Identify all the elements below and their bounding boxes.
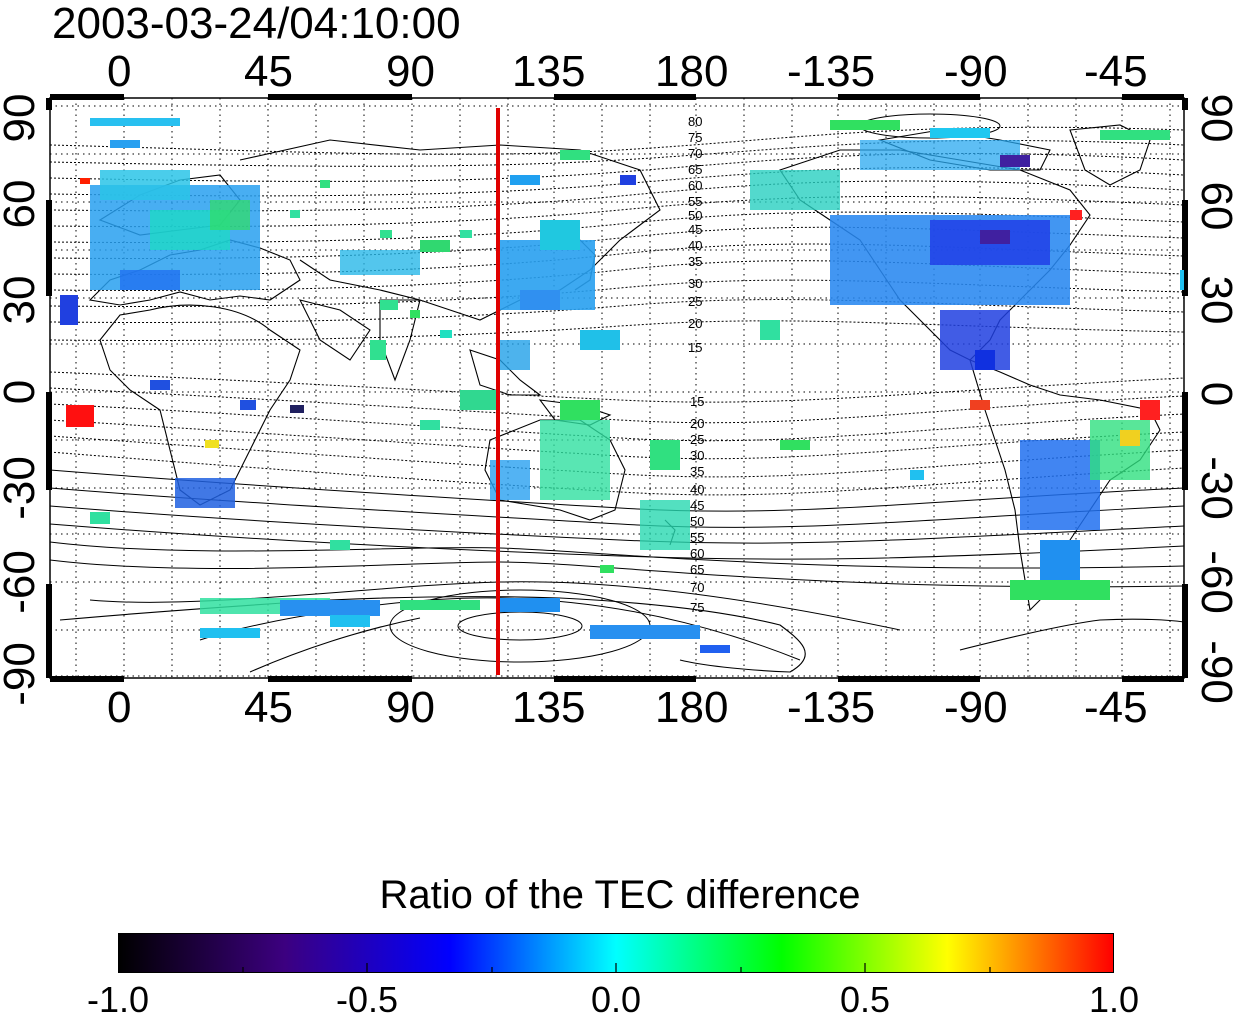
svg-text:30: 30 [690, 448, 704, 463]
timestamp: 2003-03-24/04:10:00 [52, 0, 461, 48]
bottom-x-tick: 45 [244, 683, 293, 732]
top-x-tick: 90 [386, 47, 435, 96]
top-x-tick: -135 [787, 47, 876, 96]
svg-text:65: 65 [688, 162, 702, 177]
svg-text:40: 40 [688, 238, 702, 253]
colorbar-tick: 0.5 [839, 979, 891, 1020]
top-x-tick: 135 [512, 47, 586, 96]
svg-text:55: 55 [690, 530, 704, 545]
bottom-x-tick: -45 [1084, 683, 1148, 732]
top-x-tick: -45 [1084, 47, 1148, 96]
bottom-x-tick: 180 [655, 683, 729, 732]
svg-text:30: 30 [688, 276, 702, 291]
svg-text:55: 55 [688, 194, 702, 209]
colorbar-tick: 1.0 [1088, 979, 1140, 1020]
svg-text:25: 25 [688, 294, 702, 309]
svg-text:20: 20 [690, 416, 704, 431]
bottom-x-tick: 135 [512, 683, 586, 732]
tec-data-cells [60, 118, 1184, 653]
south-contour-labels: 15 20 25 30 35 40 45 50 55 60 65 70 75 [690, 394, 704, 615]
svg-text:70: 70 [688, 146, 702, 161]
svg-text:60: 60 [688, 178, 702, 193]
colorbar-tick-marks [118, 963, 1114, 973]
bottom-x-tick: 0 [107, 683, 132, 732]
svg-text:70: 70 [690, 580, 704, 595]
colorbar-title: Ratio of the TEC difference [379, 873, 861, 917]
north-contour-labels: 80 75 70 65 60 55 50 45 40 35 30 25 20 1… [688, 114, 702, 355]
svg-text:50: 50 [688, 208, 702, 223]
svg-text:45: 45 [688, 222, 702, 237]
colorbar-tick: -1.0 [86, 979, 150, 1020]
colorbar-tick: -0.5 [335, 979, 399, 1020]
colorbar-tick: 0.0 [590, 979, 642, 1020]
top-x-tick: 180 [655, 47, 729, 96]
tec-map: 80 75 70 65 60 55 50 45 40 35 30 25 20 1… [46, 94, 1188, 682]
south-contours [50, 113, 1184, 663]
svg-text:50: 50 [690, 514, 704, 529]
top-x-tick: -90 [944, 47, 1008, 96]
svg-text:75: 75 [690, 600, 704, 615]
svg-text:40: 40 [690, 482, 704, 497]
svg-text:75: 75 [688, 130, 702, 145]
svg-text:25: 25 [690, 432, 704, 447]
svg-text:35: 35 [688, 254, 702, 269]
svg-text:15: 15 [688, 340, 702, 355]
bottom-x-tick: -90 [944, 683, 1008, 732]
svg-text:20: 20 [688, 316, 702, 331]
top-x-tick: 0 [107, 47, 132, 96]
svg-text:45: 45 [690, 498, 704, 513]
svg-text:80: 80 [688, 114, 702, 129]
top-x-tick: 45 [244, 47, 293, 96]
svg-text:60: 60 [690, 546, 704, 561]
svg-text:15: 15 [690, 394, 704, 409]
bottom-x-tick: 90 [386, 683, 435, 732]
svg-text:35: 35 [690, 464, 704, 479]
bottom-x-tick: -135 [787, 683, 876, 732]
svg-text:65: 65 [690, 562, 704, 577]
